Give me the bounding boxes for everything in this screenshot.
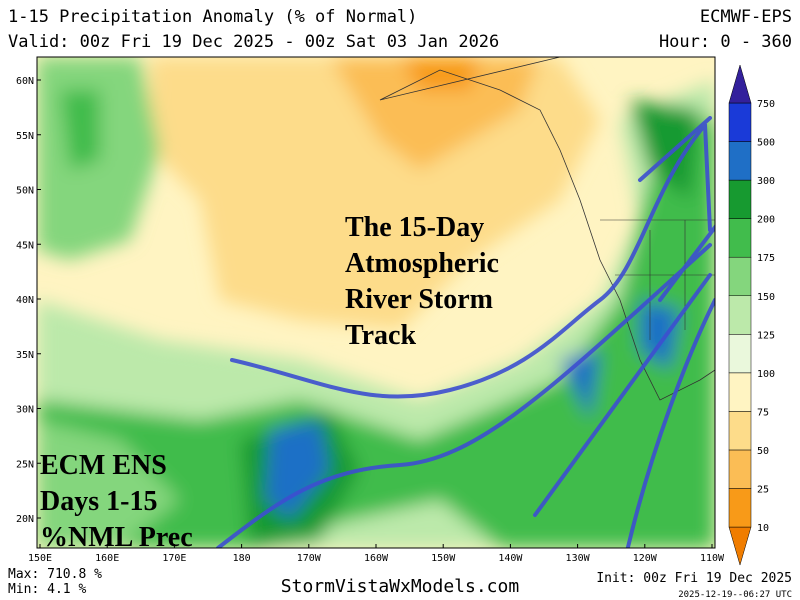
- axes: 60N 55N 50N 45N 40N 35N 30N 25N 20N 150E 160E 170E 1…: [16, 76, 725, 564]
- colorbar-label: 300: [757, 176, 775, 187]
- annotation: Atmospheric: [345, 248, 499, 279]
- colorbar-swatch: [728, 372, 752, 412]
- model: ECMWF-EPS: [700, 7, 792, 27]
- colorbar: 10 25 50 75 100 125 150 175 200 300 500 750: [728, 64, 775, 566]
- lat-label: 30N: [16, 405, 34, 416]
- lon-label: 110W: [700, 553, 725, 564]
- map: The 15-Day Atmospheric River Storm Track…: [37, 57, 715, 553]
- lon-label: 170E: [162, 553, 186, 564]
- colorbar-label: 25: [757, 485, 769, 496]
- lon-label: 170W: [297, 553, 322, 564]
- colorbar-label: 750: [757, 99, 775, 110]
- site: StormVistaWxModels.com: [281, 576, 519, 597]
- colorbar-label: 150: [757, 292, 775, 303]
- colorbar-swatch: [728, 141, 752, 181]
- lat-label: 60N: [16, 76, 34, 87]
- min: Min: 4.1 %: [8, 582, 86, 597]
- colorbar-label: 175: [757, 253, 775, 264]
- colorbar-swatch: [728, 102, 752, 142]
- lat-label: 55N: [16, 131, 34, 142]
- lon-label: 150W: [431, 553, 456, 564]
- lon-label: 160W: [364, 553, 389, 564]
- annotation: River Storm: [345, 284, 493, 315]
- colorbar-swatch: [728, 256, 752, 297]
- colorbar-extend: [728, 526, 752, 566]
- colorbar-label: 500: [757, 138, 775, 149]
- colorbar-label: 200: [757, 215, 775, 226]
- max: Max: 710.8 %: [8, 567, 102, 582]
- colorbar-swatch: [728, 295, 752, 335]
- lat-label: 50N: [16, 186, 34, 197]
- colorbar-label: 75: [757, 407, 769, 418]
- label: %NML Prec: [40, 522, 193, 553]
- colorbar-label: 125: [757, 330, 775, 341]
- colorbar-extend: [728, 64, 752, 104]
- annotation: The 15-Day: [345, 212, 484, 243]
- colorbar-label: 100: [757, 369, 775, 380]
- lon-label: 140W: [498, 553, 523, 564]
- colorbar-label: 10: [757, 523, 769, 534]
- hours: Hour: 0 - 360: [659, 32, 792, 52]
- lat-label: 45N: [16, 240, 34, 251]
- lat-label: 20N: [16, 514, 34, 525]
- lon-label: 130W: [566, 553, 591, 564]
- label: ECM ENS: [40, 450, 167, 481]
- title: 1-15 Precipitation Anomaly (% of Normal): [8, 7, 417, 27]
- colorbar-swatch: [728, 218, 752, 258]
- lon-label: 160E: [95, 553, 119, 564]
- timestamp: 2025-12-19--06:27 UTC: [678, 590, 792, 600]
- valid-time: Valid: 00z Fri 19 Dec 2025 - 00z Sat 03 …: [8, 32, 499, 52]
- lat-label: 25N: [16, 459, 34, 470]
- lon-label: 120W: [633, 553, 658, 564]
- init: Init: 00z Fri 19 Dec 2025: [596, 571, 792, 586]
- colorbar-swatch: [728, 488, 752, 528]
- colorbar-swatch: [728, 411, 752, 451]
- colorbar-swatch: [728, 179, 752, 219]
- lat-label: 35N: [16, 350, 34, 361]
- lon-label: 150E: [28, 553, 52, 564]
- lat-label: 40N: [16, 295, 34, 306]
- colorbar-swatch: [728, 334, 752, 374]
- colorbar-swatch: [728, 449, 752, 489]
- annotation: Track: [345, 320, 416, 351]
- lon-label: 180: [233, 553, 251, 564]
- label: Days 1-15: [40, 486, 157, 517]
- colorbar-label: 50: [757, 446, 769, 457]
